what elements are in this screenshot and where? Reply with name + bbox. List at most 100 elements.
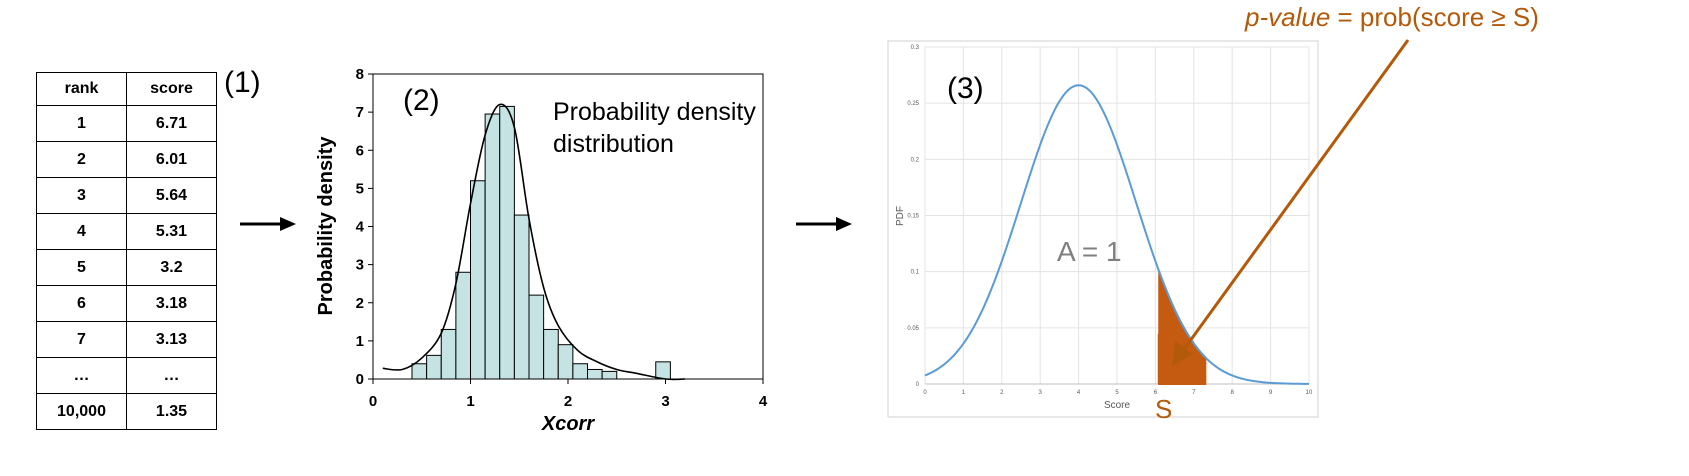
density-curve bbox=[382, 103, 686, 381]
score-cell: 6.71 bbox=[126, 105, 217, 142]
table-row: 1 6.71 bbox=[36, 105, 217, 142]
y-tick-label: 0.1 bbox=[911, 270, 920, 276]
y-tick-label: 0.25 bbox=[907, 101, 919, 107]
x-tick-label: 10 bbox=[1306, 390, 1313, 396]
table-header-row: rank score bbox=[36, 72, 217, 106]
table-row: 7 3.13 bbox=[36, 321, 217, 358]
rank-cell: 3 bbox=[36, 177, 127, 214]
x-tick-label: 0 bbox=[923, 390, 927, 396]
y-axis-label: Probability density bbox=[315, 136, 337, 316]
histogram-bar bbox=[411, 363, 428, 380]
y-tick-label: 0 bbox=[356, 371, 364, 388]
pvalue-arrow-icon bbox=[1172, 39, 1410, 366]
y-tick-label: 1 bbox=[356, 333, 364, 350]
s-label: S bbox=[1155, 394, 1173, 424]
y-tick-label: 0.2 bbox=[911, 157, 920, 163]
histogram-bar bbox=[528, 294, 545, 380]
score-cell: 3.18 bbox=[126, 285, 217, 322]
area-label: A = 1 bbox=[1057, 236, 1122, 267]
histogram-bar bbox=[513, 214, 530, 380]
table-row: …… bbox=[36, 357, 217, 394]
y-axis-label: PDF bbox=[895, 206, 906, 226]
table-row: 6 3.18 bbox=[36, 285, 217, 322]
arrow-right-icon bbox=[796, 217, 852, 231]
histogram-chart: 0 1 2 3 4 5 6 7 8 0 1 2 3 4 Probability density Xcor… bbox=[315, 66, 768, 435]
table-row: 4 5.31 bbox=[36, 213, 217, 250]
step-label-3: (3) bbox=[947, 72, 984, 105]
x-tick-label: 9 bbox=[1269, 390, 1273, 396]
table-row: 5 3.2 bbox=[36, 249, 217, 286]
rank-cell: … bbox=[36, 357, 127, 394]
table-body: 1 6.71 2 6.01 3 5.64 4 5.31 5 3.2 6 3.18 7 3.13…… 10,0… bbox=[36, 105, 217, 430]
annotation-line: distribution bbox=[553, 130, 674, 158]
x-tick-label: 3 bbox=[1039, 390, 1043, 396]
table-row: 10,000 1.35 bbox=[36, 393, 217, 430]
pvalue-italic-text: p-value bbox=[1245, 2, 1331, 32]
histogram-bar bbox=[572, 363, 588, 380]
y-tick-label: 2 bbox=[356, 295, 364, 312]
rank-cell: 5 bbox=[36, 249, 127, 286]
x-tick-label: 5 bbox=[1115, 390, 1119, 396]
y-tick-label: 5 bbox=[356, 180, 364, 197]
histogram-bar bbox=[455, 271, 471, 380]
score-cell: 1.35 bbox=[126, 393, 217, 430]
rank-cell: 2 bbox=[36, 141, 127, 178]
y-tick-label: 8 bbox=[356, 66, 364, 83]
score-cell: … bbox=[126, 357, 217, 394]
x-tick-label: 0 bbox=[369, 393, 377, 410]
y-tick-label: 0 bbox=[916, 382, 920, 388]
histogram-bar bbox=[601, 370, 618, 380]
column-header-score: score bbox=[126, 72, 217, 106]
rank-cell: 6 bbox=[36, 285, 127, 322]
x-tick-label: 4 bbox=[1077, 390, 1081, 396]
y-tick-label: 0.05 bbox=[907, 326, 919, 332]
column-header-rank: rank bbox=[36, 72, 127, 106]
y-tick-label: 6 bbox=[356, 142, 364, 159]
rank-score-table: rank score 1 6.71 2 6.01 3 5.64 4 5.31 5 3.2 6 3.18… bbox=[36, 72, 217, 430]
y-tick-label: 3 bbox=[356, 257, 364, 274]
arrow-right-icon bbox=[240, 217, 296, 231]
histogram-bar bbox=[557, 344, 574, 380]
x-tick-label: 1 bbox=[962, 390, 966, 396]
x-tick-label: 2 bbox=[1000, 390, 1004, 396]
x-tick-label: 6 bbox=[1154, 390, 1158, 396]
x-tick-label: 1 bbox=[466, 393, 474, 410]
x-tick-label: 8 bbox=[1231, 390, 1235, 396]
histogram-bar bbox=[470, 180, 486, 380]
pdf-chart: 0 0.05 0.1 0.15 0.2 0.25 0.3 0 1 2 3 4 5 6 7 8 9 10 Scor… bbox=[887, 40, 1319, 418]
score-cell: 5.64 bbox=[126, 177, 217, 214]
y-tick-label: 0.3 bbox=[911, 45, 920, 51]
histogram-bar bbox=[499, 105, 515, 380]
histogram-bar bbox=[587, 368, 603, 380]
annotation-line: Probability density bbox=[553, 98, 756, 126]
x-axis-label: Xcorr bbox=[541, 413, 595, 435]
pvalue-annotation: p-value = prob(score ≥ S) bbox=[1245, 2, 1539, 33]
pdf-curve bbox=[924, 84, 1310, 385]
x-tick-label: 4 bbox=[759, 393, 768, 410]
histogram-bar bbox=[655, 361, 671, 380]
score-cell: 3.13 bbox=[126, 321, 217, 358]
y-tick-label: 4 bbox=[356, 219, 365, 236]
y-tick-label: 7 bbox=[356, 104, 364, 121]
x-tick-label: 3 bbox=[661, 393, 669, 410]
rank-cell: 10,000 bbox=[36, 393, 127, 430]
table-row: 3 5.64 bbox=[36, 177, 217, 214]
step-label-2: (2) bbox=[403, 84, 440, 117]
score-cell: 5.31 bbox=[126, 213, 217, 250]
rank-cell: 7 bbox=[36, 321, 127, 358]
score-cell: 6.01 bbox=[126, 141, 217, 178]
score-cell: 3.2 bbox=[126, 249, 217, 286]
histogram-bar bbox=[484, 113, 501, 380]
histogram-bar bbox=[440, 328, 457, 380]
rank-cell: 4 bbox=[36, 213, 127, 250]
x-tick-label: 2 bbox=[564, 393, 572, 410]
histogram-bar bbox=[543, 328, 559, 380]
x-tick-label: 7 bbox=[1192, 390, 1196, 396]
table-row: 2 6.01 bbox=[36, 141, 217, 178]
pvalue-formula-text: = prob(score ≥ S) bbox=[1330, 2, 1539, 32]
step-label-1: (1) bbox=[224, 66, 261, 99]
x-axis-label: Score bbox=[1104, 400, 1131, 411]
histogram-annotation: Probability density distribution bbox=[553, 96, 756, 160]
y-tick-label: 0.15 bbox=[907, 214, 919, 220]
rank-cell: 1 bbox=[36, 105, 127, 142]
